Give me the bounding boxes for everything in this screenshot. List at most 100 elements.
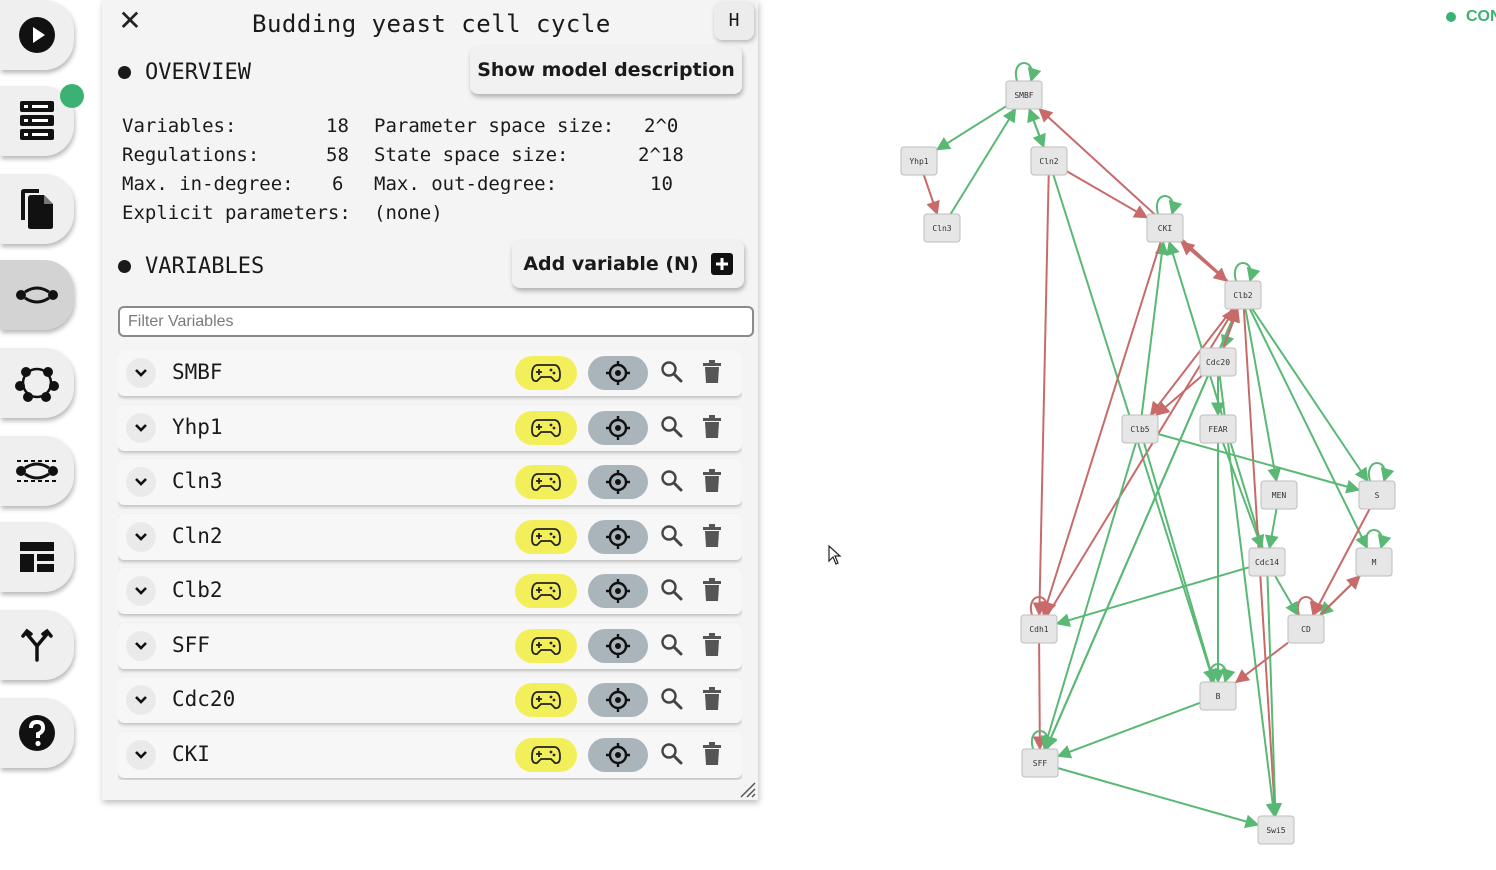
expand-chevron-button[interactable] [126, 358, 156, 388]
regulation-edge[interactable] [1041, 442, 1137, 751]
delete-icon[interactable] [702, 415, 722, 439]
regulation-edge[interactable] [1045, 307, 1239, 750]
expand-chevron-button[interactable] [126, 631, 156, 661]
filter-variables-input[interactable] [118, 306, 754, 337]
variable-row[interactable]: Cln3 [118, 459, 742, 505]
regulation-edge[interactable] [935, 105, 1007, 151]
hotkey-help-button[interactable]: H [714, 2, 754, 40]
regulation-edge[interactable] [1251, 308, 1369, 483]
variable-row[interactable]: Clb2 [118, 568, 742, 614]
resize-handle-icon[interactable] [738, 780, 756, 798]
regulation-edge[interactable] [1244, 308, 1282, 483]
locate-variable-button[interactable] [588, 683, 648, 717]
documents-button[interactable] [0, 174, 74, 244]
bifurcation-button[interactable] [0, 610, 74, 680]
expand-chevron-button[interactable] [126, 740, 156, 770]
edit-variable-button[interactable] [515, 574, 577, 608]
variable-row[interactable]: CKI [118, 732, 742, 778]
regulation-edge[interactable] [1014, 62, 1042, 83]
search-icon[interactable] [660, 360, 684, 384]
regulation-edge[interactable] [1296, 596, 1324, 617]
graph-node[interactable]: Cln2 [1030, 146, 1068, 176]
locate-variable-button[interactable] [588, 465, 648, 499]
edit-variable-button[interactable] [515, 629, 577, 663]
regulation-edge[interactable] [1066, 170, 1149, 219]
regulation-edge[interactable] [1056, 701, 1201, 759]
regulation-edge[interactable] [1149, 308, 1234, 417]
expand-chevron-button[interactable] [126, 685, 156, 715]
search-icon[interactable] [660, 415, 684, 439]
variable-row[interactable]: Yhp1 [118, 405, 742, 451]
graph-node[interactable]: SMBF [1005, 80, 1043, 110]
delete-icon[interactable] [702, 633, 722, 657]
regulation-edge[interactable] [1248, 308, 1369, 550]
regulation-edge[interactable] [1032, 642, 1047, 751]
variable-row[interactable]: Cdc20 [118, 677, 742, 723]
regulation-edge[interactable] [922, 174, 940, 216]
search-icon[interactable] [660, 633, 684, 657]
expand-chevron-button[interactable] [126, 467, 156, 497]
graph-node[interactable]: Clb5 [1121, 414, 1159, 444]
graph-node[interactable]: Cln3 [923, 213, 961, 243]
graph-node[interactable]: Yhp1 [900, 146, 938, 176]
regulation-edge[interactable] [1143, 442, 1218, 684]
regulation-edge[interactable] [1233, 262, 1261, 283]
locate-variable-button[interactable] [588, 738, 648, 772]
edit-variable-button[interactable] [515, 520, 577, 554]
locate-variable-button[interactable] [588, 520, 648, 554]
regulation-edge[interactable] [1038, 108, 1229, 282]
delete-icon[interactable] [702, 524, 722, 548]
regulation-edge[interactable] [949, 107, 1017, 215]
variable-row[interactable]: SFF [118, 623, 742, 669]
variable-row[interactable]: Cln2 [118, 514, 742, 560]
regulation-edge[interactable] [1180, 241, 1228, 282]
graph-node[interactable]: CD [1287, 614, 1325, 644]
delete-icon[interactable] [702, 578, 722, 602]
regulation-edge[interactable] [1157, 433, 1361, 494]
regulation-edge[interactable] [1274, 575, 1299, 617]
observations-button[interactable] [0, 436, 74, 506]
regulation-edge[interactable] [1367, 462, 1395, 483]
graph-node[interactable]: CKI [1146, 213, 1184, 243]
search-icon[interactable] [660, 687, 684, 711]
graph-node[interactable]: M [1355, 547, 1393, 577]
search-icon[interactable] [660, 524, 684, 548]
search-icon[interactable] [660, 742, 684, 766]
model-editor-button[interactable] [0, 260, 74, 330]
edit-variable-button[interactable] [515, 738, 577, 772]
regulation-edge[interactable] [1029, 596, 1057, 617]
regulation-edge[interactable] [1140, 240, 1169, 416]
graph-node[interactable]: Cdc14 [1248, 547, 1286, 577]
network-graph[interactable]: SMBF Yhp1 Cln3 Cln2 CKI Clb2 Cdc20 Clb5 FEAR MEN S… [760, 0, 1496, 870]
delete-icon[interactable] [702, 742, 722, 766]
locate-variable-button[interactable] [588, 574, 648, 608]
expand-chevron-button[interactable] [126, 413, 156, 443]
regulation-edge[interactable] [1055, 566, 1250, 627]
help-button[interactable] [0, 698, 74, 768]
search-icon[interactable] [660, 469, 684, 493]
locate-variable-button[interactable] [588, 411, 648, 445]
edit-variable-button[interactable] [515, 411, 577, 445]
regulation-edge[interactable] [1266, 575, 1283, 818]
expand-chevron-button[interactable] [126, 576, 156, 606]
show-model-description-button[interactable]: Show model description [470, 46, 742, 94]
regulation-edge[interactable] [1312, 508, 1371, 617]
locate-variable-button[interactable] [588, 629, 648, 663]
graph-node[interactable]: Cdc20 [1199, 347, 1237, 377]
add-variable-button[interactable]: Add variable (N) [512, 240, 744, 288]
graph-node[interactable]: FEAR [1199, 414, 1237, 444]
graph-node[interactable]: Clb2 [1224, 280, 1262, 310]
regulation-edge[interactable] [1264, 508, 1279, 550]
graph-node[interactable]: Swi5 [1257, 815, 1295, 845]
regulation-edge[interactable] [1222, 307, 1240, 349]
edit-variable-button[interactable] [515, 356, 577, 390]
graph-node[interactable]: SFF [1021, 748, 1059, 778]
close-panel-button[interactable]: ✕ [118, 4, 142, 37]
delete-icon[interactable] [702, 469, 722, 493]
regulation-edge[interactable] [1319, 575, 1361, 616]
search-icon[interactable] [660, 578, 684, 602]
regulation-edge[interactable] [1032, 174, 1050, 617]
network-button[interactable] [0, 348, 74, 418]
edit-variable-button[interactable] [515, 465, 577, 499]
play-button[interactable] [0, 0, 74, 70]
